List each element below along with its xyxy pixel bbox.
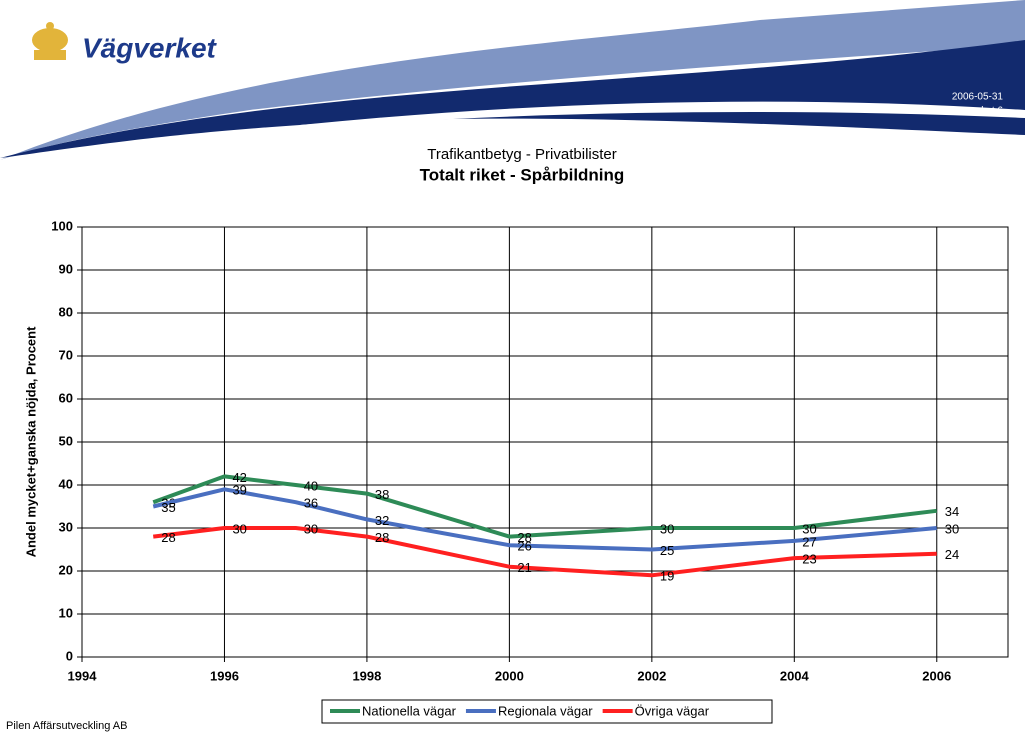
data-label: 30: [802, 521, 816, 536]
legend-box: [321, 699, 773, 724]
y-tick-label: 0: [66, 648, 73, 663]
y-tick-label: 60: [59, 390, 73, 405]
data-label: 23: [802, 552, 816, 567]
x-tick-label: 2002: [637, 668, 666, 683]
data-label: 40: [304, 478, 318, 493]
data-label: 38: [375, 487, 389, 502]
data-label: 28: [375, 530, 389, 545]
legend-label: Regionala vägar: [498, 703, 593, 718]
legend-label: Nationella vägar: [362, 703, 457, 718]
swoosh-white: [300, 101, 1025, 128]
data-label: 28: [161, 530, 175, 545]
x-tick-label: 2004: [780, 668, 810, 683]
y-tick-label: 70: [59, 347, 73, 362]
logo-text: Vägverket: [82, 32, 218, 63]
data-label: 32: [375, 513, 389, 528]
swoosh-light: [0, 0, 1025, 160]
page-number: Vägverket 6: [950, 106, 1004, 117]
y-tick-label: 30: [59, 519, 73, 534]
x-tick-label: 1998: [352, 668, 381, 683]
data-label: 19: [660, 569, 674, 584]
data-label: 27: [802, 534, 816, 549]
logo-crown: [32, 22, 68, 60]
swoosh-dark: [0, 40, 1025, 158]
data-label: 30: [660, 521, 674, 536]
y-tick-label: 80: [59, 304, 73, 319]
data-label: 30: [945, 521, 959, 536]
footer: Pilen Affärsutveckling AB: [6, 720, 127, 732]
chart-subtitle: Trafikantbetyg - Privatbilister: [427, 146, 617, 163]
y-tick-label: 10: [59, 605, 73, 620]
x-tick-label: 2006: [922, 668, 951, 683]
data-label: 35: [161, 500, 175, 515]
x-tick-label: 2000: [495, 668, 524, 683]
y-tick-label: 20: [59, 562, 73, 577]
data-label: 24: [945, 547, 959, 562]
plot-border: [81, 226, 1009, 658]
x-tick-label: 1994: [68, 668, 98, 683]
data-label: 30: [232, 521, 246, 536]
data-label: 25: [660, 543, 674, 558]
data-label: 36: [304, 496, 318, 511]
data-label: 39: [232, 483, 246, 498]
data-label: 34: [945, 504, 959, 519]
series-line: [152, 474, 938, 539]
date: 2006-05-31: [952, 92, 1004, 103]
data-label: 42: [232, 470, 246, 485]
series-line: [152, 487, 937, 552]
y-tick-label: 100: [51, 218, 73, 233]
data-label: 26: [517, 539, 531, 554]
data-label: 28: [517, 530, 531, 545]
y-axis-label: Andel mycket+ganska nöjda, Procent: [23, 326, 38, 557]
y-tick-label: 50: [59, 433, 73, 448]
y-tick-label: 40: [59, 476, 73, 491]
legend-label: Övriga vägar: [635, 703, 710, 718]
data-label: 30: [304, 521, 318, 536]
x-tick-label: 1996: [210, 668, 239, 683]
y-tick-label: 90: [59, 261, 73, 276]
data-label: 21: [517, 560, 531, 575]
series-line: [152, 526, 937, 578]
chart-title: Totalt riket - Spårbildning: [420, 165, 625, 184]
